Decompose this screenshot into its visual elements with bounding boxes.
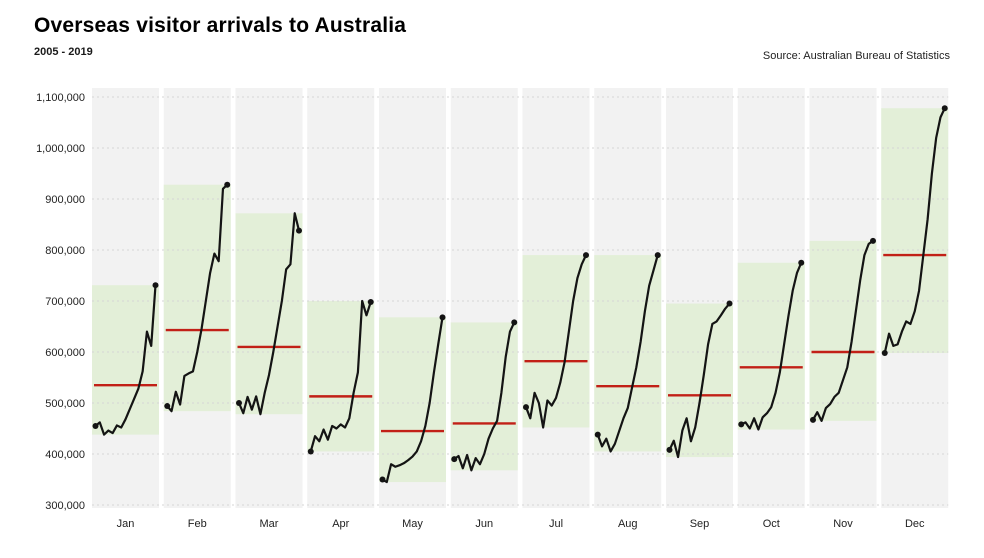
year-series-line xyxy=(453,321,516,472)
year-series-line xyxy=(524,254,588,429)
first-year-dot xyxy=(881,350,888,357)
month-label: Feb xyxy=(188,518,207,530)
last-year-dot xyxy=(296,227,302,234)
first-year-dot xyxy=(523,404,529,411)
y-axis-tick-label: 300,000 xyxy=(45,500,85,512)
month-label: Jan xyxy=(117,518,135,530)
year-series-line xyxy=(381,316,444,484)
last-year-dot xyxy=(439,314,446,321)
last-year-dot xyxy=(726,300,733,307)
first-year-dot xyxy=(236,400,242,406)
range-band xyxy=(307,301,375,452)
range-band xyxy=(92,285,159,435)
last-year-dot xyxy=(798,259,805,266)
month-label: Oct xyxy=(763,518,780,530)
page-title: Overseas visitor arrivals to Australia xyxy=(34,14,407,37)
range-band xyxy=(809,240,877,421)
last-year-dot xyxy=(654,252,661,259)
first-year-dot xyxy=(92,422,99,429)
year-series-line xyxy=(668,302,731,459)
month-label: May xyxy=(402,518,423,530)
month-label: Jul xyxy=(549,518,563,530)
last-year-dot xyxy=(224,181,231,188)
range-band xyxy=(379,317,446,483)
range-band xyxy=(594,255,662,452)
year-series-line xyxy=(94,284,157,436)
first-year-dot xyxy=(379,476,386,483)
month-label: Mar xyxy=(260,518,279,530)
year-series-line xyxy=(166,183,229,413)
last-year-dot xyxy=(870,237,876,244)
y-axis-tick-label: 800,000 xyxy=(45,245,85,257)
first-year-dot xyxy=(307,448,314,455)
y-axis-tick-label: 600,000 xyxy=(45,347,85,359)
year-series-line xyxy=(237,212,301,416)
y-axis-tick-label: 900,000 xyxy=(45,194,85,206)
first-year-dot xyxy=(451,456,458,463)
month-label: Sep xyxy=(690,518,710,530)
source-note: Source: Australian Bureau of Statistics xyxy=(762,50,950,62)
last-year-dot xyxy=(152,282,159,289)
year-series-line xyxy=(740,261,803,431)
last-year-dot xyxy=(583,252,589,259)
range-band xyxy=(666,303,733,458)
y-axis-tick-label: 400,000 xyxy=(45,449,85,461)
range-band xyxy=(881,108,949,354)
last-year-dot xyxy=(511,319,518,326)
first-year-dot xyxy=(810,416,816,423)
last-year-dot xyxy=(367,299,374,306)
y-axis-tick-label: 1,100,000 xyxy=(36,92,85,104)
chart-subtitle: 2005 - 2019 xyxy=(34,46,93,58)
year-series-line xyxy=(883,107,946,355)
range-band xyxy=(163,184,231,412)
last-year-dot xyxy=(941,105,948,112)
year-series-line xyxy=(309,299,372,453)
first-year-dot xyxy=(164,403,171,410)
first-year-dot xyxy=(666,446,673,453)
month-label: Aug xyxy=(618,518,638,530)
first-year-dot xyxy=(594,431,601,438)
y-axis-tick-label: 700,000 xyxy=(45,296,85,308)
y-axis-tick-label: 500,000 xyxy=(45,398,85,410)
month-label: Nov xyxy=(833,518,853,530)
month-label: Dec xyxy=(905,518,925,530)
y-axis-tick-label: 1,000,000 xyxy=(36,143,85,155)
year-series-line xyxy=(811,239,875,422)
month-label: Apr xyxy=(332,518,349,530)
month-label: Jun xyxy=(475,518,493,530)
first-year-dot xyxy=(738,421,745,428)
year-series-line xyxy=(596,254,659,453)
